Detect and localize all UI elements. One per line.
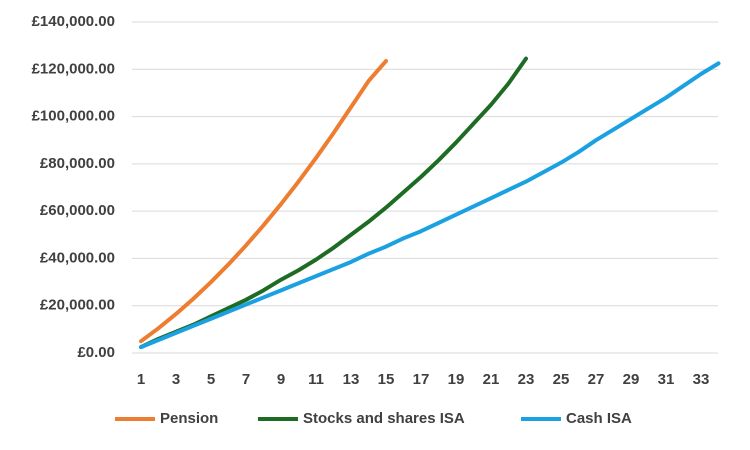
x-tick-label: 27 [588, 371, 605, 388]
x-tick-label: 19 [448, 371, 465, 388]
y-tick-label: £120,000.00 [32, 60, 115, 77]
x-tick-label: 11 [308, 371, 324, 388]
x-tick-label: 21 [483, 371, 500, 388]
legend-label: Cash ISA [566, 410, 632, 427]
y-tick-label: £0.00 [77, 344, 115, 361]
x-tick-label: 5 [207, 371, 215, 388]
x-tick-label: 25 [553, 371, 570, 388]
y-tick-label: £140,000.00 [32, 13, 115, 30]
x-tick-label: 1 [137, 371, 145, 388]
x-tick-label: 9 [277, 371, 285, 388]
y-tick-label: £100,000.00 [32, 108, 115, 125]
legend-label: Stocks and shares ISA [303, 410, 465, 427]
x-tick-label: 31 [658, 371, 675, 388]
y-tick-label: £40,000.00 [40, 249, 115, 266]
line [139, 56, 528, 350]
x-tick-label: 33 [693, 371, 710, 388]
x-tick-label: 7 [242, 371, 250, 388]
x-tick-label: 15 [378, 371, 395, 388]
x-tick-label: 23 [518, 371, 535, 388]
x-tick-label: 29 [623, 371, 640, 388]
x-tick-label: 3 [172, 371, 180, 388]
y-tick-label: £80,000.00 [40, 155, 115, 172]
y-tick-label: £20,000.00 [40, 297, 115, 314]
line [139, 61, 721, 350]
line [139, 59, 388, 344]
legend-label: Pension [160, 410, 218, 427]
y-tick-label: £60,000.00 [40, 202, 115, 219]
x-tick-label: 13 [343, 371, 360, 388]
x-tick-label: 17 [413, 371, 430, 388]
